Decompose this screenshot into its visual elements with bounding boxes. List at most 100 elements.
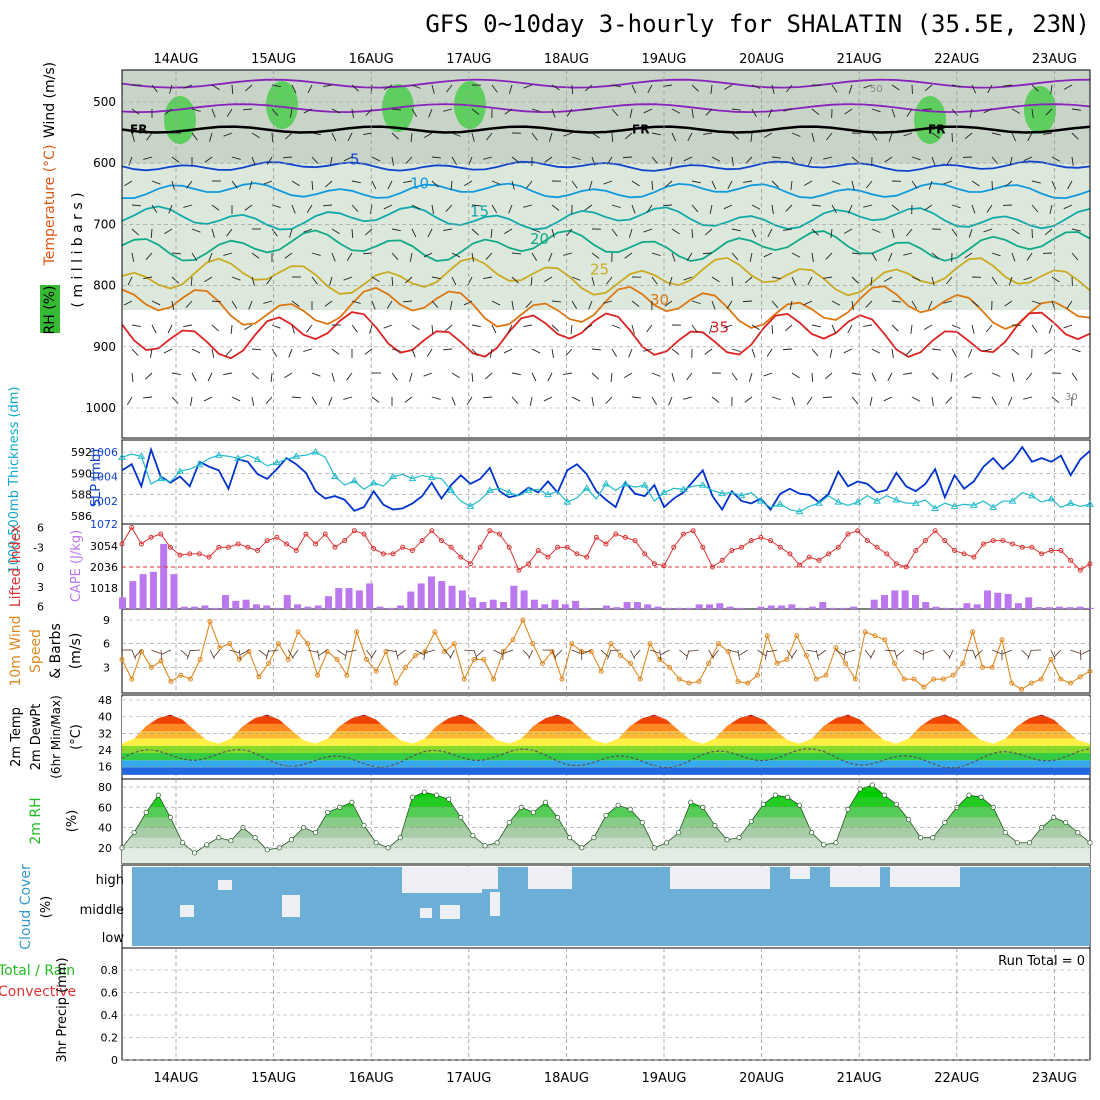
rh-marker (833, 840, 839, 846)
rh-marker (555, 814, 561, 820)
wind-barb (311, 132, 321, 136)
wind10-barb (659, 649, 662, 660)
wind-barb (391, 228, 401, 232)
date-label-bottom: 19AUG (641, 1071, 686, 1086)
wind-barb (831, 324, 837, 334)
li-marker (1019, 544, 1025, 550)
wind10-barb (444, 649, 452, 659)
wind-barb (924, 204, 933, 211)
wind-barb (451, 156, 458, 165)
run-total: Run Total = 0 (998, 954, 1085, 969)
wind-barb (151, 204, 158, 213)
wind-label-b: Speed (28, 629, 44, 673)
li-marker (661, 563, 667, 569)
thickness-marker (350, 476, 359, 484)
wind-barb (411, 108, 418, 117)
wind-barb (603, 180, 613, 185)
rh-marker (1026, 840, 1033, 846)
date-label-bottom: 22AUG (934, 1071, 979, 1086)
thickness-marker (1066, 499, 1075, 506)
wind-barb (1071, 132, 1079, 140)
wind-barb (508, 204, 513, 214)
thickness-marker (834, 498, 843, 505)
li-marker (535, 548, 541, 554)
wind-barb (1009, 156, 1013, 166)
wind-barb (687, 132, 693, 142)
li-marker (768, 538, 774, 544)
wind10-barb (190, 649, 201, 652)
wind-barb (888, 252, 893, 262)
wind-barb (151, 324, 157, 334)
wind-marker (794, 633, 800, 639)
wind10-barb (425, 649, 435, 654)
cape-bar (984, 590, 992, 609)
cape-bar (850, 606, 858, 609)
wind-barb (686, 372, 693, 381)
wind-barb (951, 204, 961, 209)
wind-marker (999, 637, 1005, 643)
wind-marker (755, 672, 761, 678)
isotherm-10 (122, 182, 1091, 200)
wind-barb (891, 204, 900, 212)
li-marker (303, 531, 309, 537)
li-marker (225, 544, 231, 550)
thickness-marker (815, 499, 823, 506)
wind-marker (422, 649, 428, 655)
wind-barb (191, 252, 198, 261)
date-label-bottom: 16AUG (349, 1071, 394, 1086)
wind-barb (945, 396, 953, 404)
thickness-marker (795, 507, 804, 515)
cape-bar (500, 602, 508, 609)
wind-barb (331, 372, 335, 382)
wind10-barb (265, 649, 270, 660)
wind-barb (806, 396, 813, 405)
wind-barb (1031, 204, 1039, 213)
cape-bar (654, 606, 662, 609)
wind-barb (803, 300, 813, 306)
thickness-marker (118, 453, 126, 460)
wind-barb (903, 372, 913, 375)
isotherm-label: 10 (410, 175, 429, 193)
wind-barb (711, 396, 720, 403)
wind-barb (383, 324, 393, 329)
rh-marker (373, 840, 379, 846)
temp-tick: 40 (98, 711, 112, 724)
cape-bar (633, 602, 641, 609)
precip-tick: 0.8 (101, 964, 119, 977)
wind-barb (371, 300, 376, 310)
wind10-barb (610, 649, 621, 651)
rh-marker (1087, 840, 1093, 846)
wind-marker (745, 680, 751, 686)
wind10-barb (884, 649, 895, 652)
wind10-barb (737, 649, 740, 660)
wind-barb (191, 348, 201, 354)
wind-barb (409, 372, 413, 382)
wind10-barb (679, 649, 688, 657)
wind-barb (291, 180, 300, 187)
wind-barb (831, 204, 837, 214)
wind-barb (1044, 348, 1053, 355)
wind-barb (651, 276, 658, 285)
wind-barb (369, 324, 373, 334)
wind10-barb (815, 649, 819, 660)
cape-bar (932, 606, 940, 609)
wind10-barb (896, 649, 905, 657)
wind-barb (551, 348, 555, 358)
wind10-barb (336, 649, 346, 656)
wind-barb (702, 252, 713, 255)
wind-barb (525, 300, 533, 308)
wind-barb (671, 252, 676, 262)
thickness-marker (892, 496, 901, 503)
wind-barb (891, 348, 894, 358)
wind-barb (391, 132, 399, 140)
cape-bar (736, 607, 744, 609)
wind-barb (710, 84, 713, 94)
wind-barb (471, 372, 474, 383)
wind-barb (928, 180, 933, 190)
wind-barb (266, 156, 273, 165)
wind-barb (751, 348, 756, 358)
wind-marker (187, 676, 193, 682)
wind10-barb (688, 649, 699, 652)
wind-marker (803, 653, 809, 658)
date-label-top: 16AUG (349, 52, 394, 67)
